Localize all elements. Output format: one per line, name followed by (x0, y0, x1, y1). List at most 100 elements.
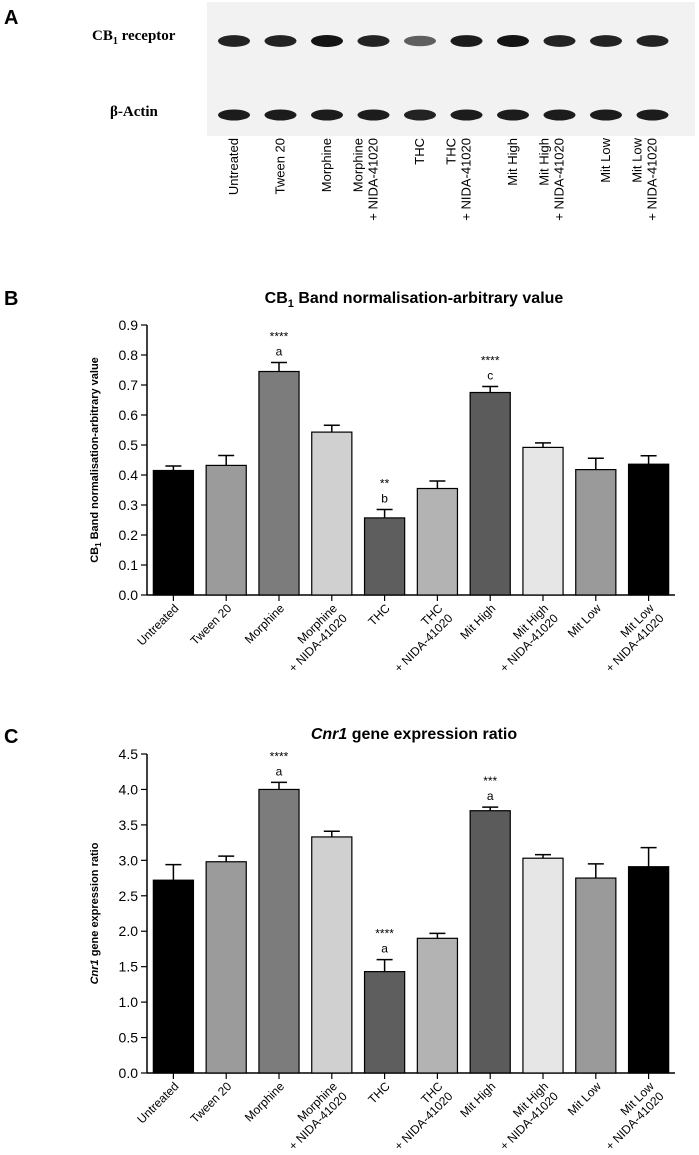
y-axis-label-part: Band normalisation-arbitrary value (89, 357, 101, 542)
chart-title-part: gene expression ratio (347, 726, 517, 743)
y-tick-label: 0.6 (119, 407, 139, 423)
y-axis-label-part: gene expression ratio (89, 842, 101, 959)
bar (522, 857, 564, 1074)
western-blot-panel: A CB1 receptor β-Actin Untreated Tween 20… (4, 2, 695, 221)
y-tick-label: 0.4 (119, 467, 139, 483)
significance-stars: **** (270, 749, 289, 763)
x-tick-label-line: THC (365, 1079, 393, 1107)
lane-label: Mit Low (598, 137, 613, 182)
x-tick-label: Mit High (457, 601, 498, 642)
chart-title-part: CB (265, 290, 288, 307)
lane-label-line: Mit Low (630, 137, 645, 182)
cb1-band (590, 35, 622, 47)
lane-labels: Untreated Tween 20 Morphine Morphine+ NIDA-… (226, 137, 660, 220)
chart-title-part: Cnr1 (311, 726, 348, 743)
y-tick-label: 0.1 (119, 557, 139, 573)
cb1-band-chart: B CB1 Band normalisation-arbitrary valueC… (4, 288, 675, 675)
x-tick-label: Untreated (134, 1079, 181, 1126)
actin-band (264, 109, 297, 121)
chart-title: Cnr1 gene expression ratio (311, 726, 518, 743)
actin-band (311, 109, 343, 121)
lane-label: Tween 20 (273, 138, 288, 194)
lane-label-line: THC (412, 138, 427, 165)
bar (469, 810, 511, 1074)
y-tick-label: 3.0 (119, 852, 139, 868)
x-tick-label: Mit High+ NIDA-41020 (487, 1079, 561, 1153)
significance-stars: ** (380, 477, 390, 491)
lane-label-line: Morphine (351, 138, 366, 192)
significance-stars: *** (483, 774, 497, 788)
bar (469, 391, 511, 596)
lane-label: Untreated (226, 138, 241, 195)
bar (575, 877, 617, 1074)
actin-band (450, 109, 483, 121)
bar (258, 370, 300, 596)
x-tick-label: Morphine (242, 1079, 288, 1125)
x-tick-label: Tween 20 (188, 601, 235, 648)
lane-label-line: Untreated (226, 138, 241, 195)
cb1-band (636, 35, 669, 47)
y-axis-label: Cnr1 gene expression ratio (89, 842, 101, 984)
bar (311, 431, 353, 596)
lane-label-line: Mit High (505, 138, 520, 186)
bar (522, 446, 564, 596)
y-tick-label: 2.0 (119, 923, 139, 939)
y-tick-label: 4.5 (119, 746, 139, 762)
cb1-band (264, 35, 297, 47)
significance-letter: a (487, 789, 494, 803)
lane-label-line: + NIDA-41020 (366, 138, 381, 221)
y-tick-label: 0.5 (119, 1030, 139, 1046)
actin-band (404, 109, 436, 121)
panel-a-label: A (4, 7, 18, 29)
cb1-band (218, 35, 250, 47)
lane-label: THC+ NIDA-41020 (444, 138, 474, 221)
x-tick-label-line: Mit High (457, 1079, 498, 1120)
actin-band-row (218, 109, 669, 121)
bar (205, 861, 247, 1074)
chart-title: CB1 Band normalisation-arbitrary value (265, 290, 564, 310)
lane-label: THC (412, 138, 427, 165)
chart-title-sub: 1 (288, 298, 294, 310)
x-tick-label: THC+ NIDA-41020 (382, 601, 456, 675)
bar (258, 788, 300, 1074)
bar (363, 517, 406, 596)
lane-label: Morphine (319, 138, 334, 192)
actin-band (590, 109, 622, 121)
actin-band (636, 109, 669, 121)
lane-label-line: + NIDA-41020 (552, 138, 567, 221)
beta-actin-label: β-Actin (110, 104, 159, 120)
y-tick-label: 0.2 (119, 527, 139, 543)
x-tick-label: Mit High+ NIDA-41020 (487, 601, 561, 675)
significance-stars: **** (481, 354, 500, 368)
cb1-band (497, 35, 529, 47)
x-tick-label-line: Mit Low (565, 601, 604, 640)
panel-label: C (4, 726, 18, 748)
bar (416, 487, 459, 596)
bar (152, 469, 195, 596)
bar (627, 463, 670, 596)
x-tick-label: Untreated (134, 601, 181, 648)
significance-letter: a (276, 764, 283, 778)
bar (363, 971, 406, 1074)
actin-band (357, 109, 390, 121)
bar (416, 937, 459, 1074)
x-tick-label: Mit Low+ NIDA-41020 (593, 1079, 667, 1153)
bar (152, 879, 195, 1074)
lane-label-line: THC (444, 138, 459, 165)
significance-stars: **** (270, 330, 289, 344)
lane-label: Mit High+ NIDA-41020 (537, 138, 567, 221)
lane-label: Mit High (505, 138, 520, 186)
x-tick-label-line: Mit High (457, 601, 498, 642)
y-tick-label: 0.0 (119, 587, 139, 603)
bar (311, 836, 353, 1074)
panel-label: B (4, 288, 18, 310)
x-tick-label: THC+ NIDA-41020 (382, 1079, 456, 1153)
cb1-band (450, 35, 483, 47)
y-tick-label: 0.5 (119, 437, 139, 453)
lane-label: Morphine+ NIDA-41020 (351, 138, 381, 221)
x-tick-label: Mit High (457, 1079, 498, 1120)
y-axis-label-sub: 1 (94, 542, 103, 547)
actin-band (218, 109, 250, 121)
y-tick-label: 0.3 (119, 497, 139, 513)
